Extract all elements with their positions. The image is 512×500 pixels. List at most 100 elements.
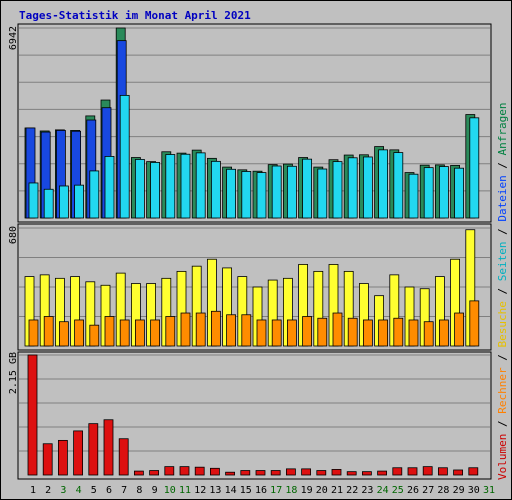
bar-volumen-day-29 [453,469,464,476]
bar-rechner-day-12 [195,312,206,347]
bar-volumen-day-28 [437,467,448,476]
y-max-label-middle: 680 [8,226,19,244]
legend-part-9: / [496,155,509,175]
bar-seiten-day-9 [150,162,161,219]
bar-volumen-day-16 [255,470,266,476]
x-label-day-25: 25 [392,485,404,496]
x-label-day-12: 12 [194,485,206,496]
x-label-day-28: 28 [437,485,449,496]
legend-part-7: / [496,222,509,242]
bar-volumen-day-5 [88,423,99,476]
bar-volumen-day-24 [377,470,388,476]
x-label-day-21: 21 [331,485,343,496]
bar-volumen-day-4 [73,430,83,476]
bar-rechner-day-5 [89,324,100,347]
bar-volumen-day-13 [209,467,220,476]
y-max-label-top: 6942 [8,26,19,50]
bar-rechner-day-22 [347,317,358,347]
bar-rechner-day-23 [362,319,373,347]
bar-rechner-day-4 [74,319,84,347]
x-label-day-16: 16 [255,485,267,496]
bar-rechner-day-15 [241,314,252,347]
bar-volumen-day-2 [42,443,53,476]
bar-rechner-day-20 [317,317,328,347]
bar-seiten-day-19 [302,158,313,219]
bar-seiten-day-10 [165,154,176,219]
bar-seiten-day-20 [317,168,328,219]
bar-volumen-day-26 [407,467,418,476]
bar-seiten-day-14 [226,168,237,219]
bar-volumen-day-18 [285,468,296,476]
bar-seiten-day-17 [271,165,282,219]
bar-seiten-day-13 [210,160,221,219]
bar-rechner-day-1 [28,319,39,347]
chart-title: Tages-Statistik im Monat April 2021 [19,9,251,22]
x-label-day-10: 10 [164,485,176,496]
bar-seiten-day-8 [134,159,145,219]
bar-volumen-day-30 [468,467,479,476]
bar-seiten-day-21 [332,161,343,219]
y-max-label-bottom: 2.15 GB [8,352,19,394]
bar-rechner-day-16 [256,319,267,347]
x-label-day-18: 18 [285,485,297,496]
bar-seiten-day-28 [438,166,449,219]
bar-volumen-day-19 [301,468,312,476]
bar-volumen-day-27 [422,466,433,476]
x-axis-labels: 1 2 3 4 5 6 7 8 9 10 11 12 13 14 15 16 17 18 19 20 21 22 23 24 2… [30,485,495,496]
bar-rechner-day-25 [393,317,404,347]
x-label-day-5: 5 [91,485,97,496]
x-label-day-31: 31 [483,485,495,496]
bar-seiten-day-5 [89,170,100,219]
legend-part-8: Dateien [496,175,509,221]
bar-seiten-day-23 [362,156,373,219]
bar-volumen-day-14 [225,471,236,476]
x-label-day-8: 8 [136,485,142,496]
bar-volumen-day-8 [133,470,144,476]
bar-rechner-day-10 [165,316,176,347]
x-label-day-29: 29 [453,485,465,496]
x-label-day-17: 17 [270,485,282,496]
bar-rechner-day-3 [59,321,69,347]
bar-seiten-day-6 [104,156,115,219]
bar-rechner-day-19 [302,316,313,347]
bar-rechner-day-13 [210,310,221,347]
x-label-day-13: 13 [209,485,221,496]
x-label-day-24: 24 [377,485,389,496]
bar-volumen-day-20 [316,470,327,476]
bar-rechner-day-28 [438,319,449,347]
bar-rechner-day-7 [119,319,130,347]
y-axis-labels: 6942 680 2.15 GB [8,26,19,394]
bar-seiten-day-26 [408,173,419,219]
bar-seiten-day-25 [393,152,404,219]
bar-rechner-day-30 [469,300,480,347]
bar-volumen-day-9 [149,470,160,476]
bar-volumen-day-1 [27,354,38,476]
bar-seiten-day-15 [241,171,252,219]
bar-rechner-day-8 [134,319,145,347]
bar-volumen-day-23 [361,471,372,476]
bar-rechner-day-21 [332,312,343,347]
bar-rechner-day-2 [43,316,54,347]
legend-part-4: Besuche [496,301,509,347]
bar-rechner-day-6 [104,316,115,347]
bar-rechner-day-18 [286,319,297,347]
bar-rechner-day-14 [226,314,237,347]
bar-seiten-day-7 [119,94,130,219]
bar-seiten-day-30 [469,117,480,219]
bar-seiten-day-22 [347,157,358,219]
bar-volumen-day-17 [270,470,281,476]
bar-volumen-day-25 [392,467,403,476]
bar-seiten-day-18 [286,165,297,219]
x-label-day-1: 1 [30,485,36,496]
x-label-day-2: 2 [45,485,51,496]
x-label-day-20: 20 [316,485,328,496]
legend-part-5: / [496,281,509,301]
bar-volumen-day-11 [179,466,190,476]
legend: Volumen / Rechner / Besuche / Seiten / D… [496,102,509,480]
x-label-day-27: 27 [422,485,434,496]
x-label-day-7: 7 [121,485,127,496]
bar-seiten-day-4 [74,184,84,219]
x-label-day-6: 6 [106,485,112,496]
bar-rechner-day-11 [180,312,191,347]
bar-seiten-day-1 [28,182,39,219]
